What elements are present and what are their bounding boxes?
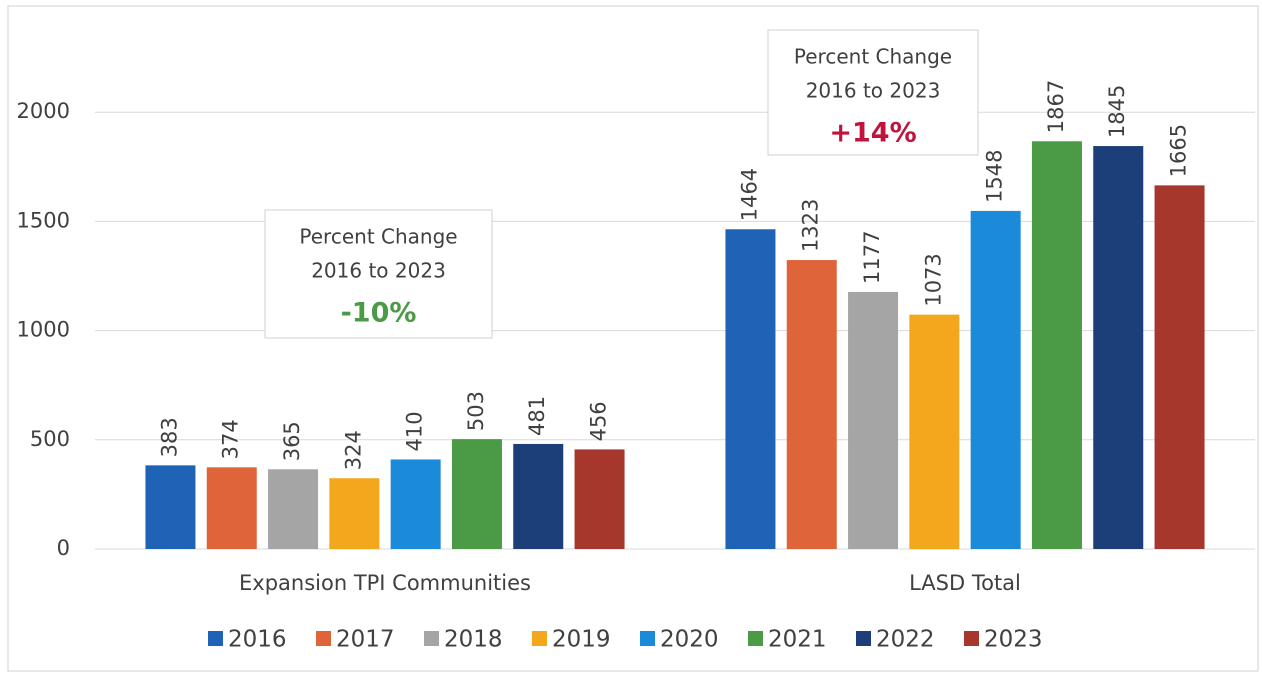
y-tick-label: 1000 <box>17 318 70 342</box>
legend-label: 2023 <box>984 627 1043 653</box>
legend-swatch <box>856 631 871 646</box>
bar <box>574 449 625 549</box>
annotation-text: Percent Change <box>794 45 952 69</box>
bar <box>1154 185 1205 549</box>
data-label: 1867 <box>1044 80 1068 133</box>
bar <box>909 314 960 549</box>
data-label: 324 <box>341 430 365 470</box>
bar <box>390 459 441 549</box>
data-label: 1323 <box>799 199 823 252</box>
bar <box>206 467 257 549</box>
data-label: 365 <box>280 421 304 461</box>
data-label: 383 <box>157 417 181 457</box>
legend-swatch <box>748 631 763 646</box>
y-tick-label: 2000 <box>17 99 70 123</box>
bar <box>848 291 899 549</box>
legend-label: 2016 <box>228 627 287 653</box>
data-label: 503 <box>464 391 488 431</box>
y-tick-label: 500 <box>30 427 70 451</box>
legend-swatch <box>532 631 547 646</box>
bar <box>970 210 1021 549</box>
annotation-text: 2016 to 2023 <box>311 259 446 283</box>
y-tick-label: 0 <box>57 536 70 560</box>
legend-label: 2019 <box>552 627 611 653</box>
data-label: 1073 <box>921 253 945 306</box>
annotation-text: Percent Change <box>299 225 457 249</box>
data-label: 1665 <box>1167 124 1191 177</box>
legend-label: 2020 <box>660 627 719 653</box>
bar <box>1093 146 1144 549</box>
x-tick-label: Expansion TPI Communities <box>239 571 531 595</box>
data-label: 1464 <box>737 168 761 221</box>
legend-swatch <box>208 631 223 646</box>
legend-label: 2017 <box>336 627 395 653</box>
data-label: 374 <box>219 419 243 459</box>
bar <box>451 439 502 549</box>
annotation-box <box>264 209 493 339</box>
legend-label: 2021 <box>768 627 827 653</box>
bar <box>786 260 837 549</box>
annotation-value: -10% <box>341 298 417 329</box>
bar <box>725 229 776 550</box>
annotation-value: +14% <box>829 118 916 149</box>
legend-label: 2018 <box>444 627 503 653</box>
legend-label: 2022 <box>876 627 935 653</box>
bar <box>1031 141 1082 549</box>
annotation-text: 2016 to 2023 <box>806 79 941 103</box>
data-label: 410 <box>403 411 427 451</box>
data-label: 1845 <box>1105 85 1129 138</box>
bar <box>329 478 380 549</box>
annotation-box <box>767 29 979 156</box>
legend-swatch <box>424 631 439 646</box>
bar <box>513 443 564 549</box>
legend-swatch <box>316 631 331 646</box>
data-label: 1177 <box>860 230 884 283</box>
bar <box>268 469 319 549</box>
data-label: 1548 <box>983 149 1007 202</box>
data-label: 456 <box>587 401 611 441</box>
bar <box>145 465 196 549</box>
legend-swatch <box>964 631 979 646</box>
legend-swatch <box>640 631 655 646</box>
y-tick-label: 1500 <box>17 208 70 232</box>
data-label: 481 <box>525 396 549 436</box>
x-tick-label: LASD Total <box>909 571 1021 595</box>
